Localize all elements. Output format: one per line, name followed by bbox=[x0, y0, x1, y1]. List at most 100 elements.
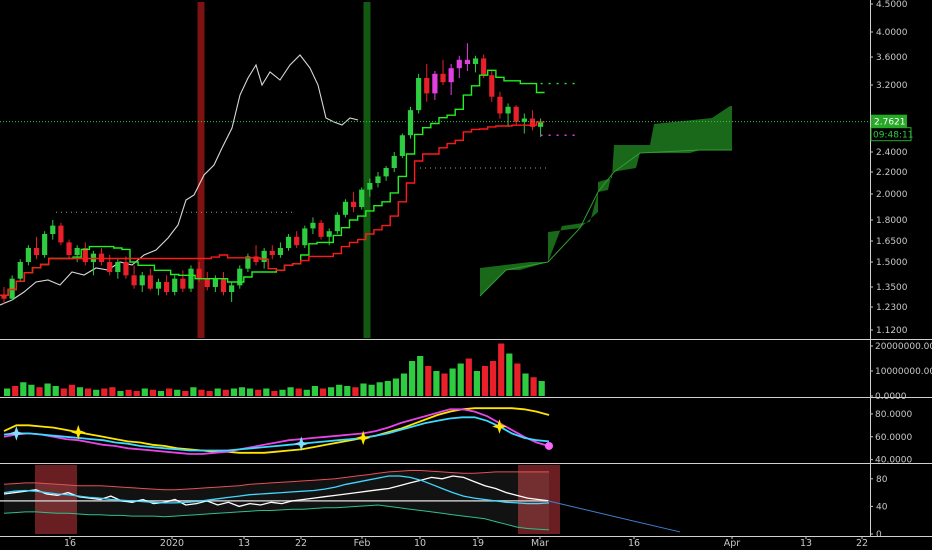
candle-body bbox=[25, 248, 31, 262]
volume-bar bbox=[287, 387, 294, 396]
time-tick-label: Feb bbox=[354, 538, 371, 549]
volume-bar bbox=[498, 343, 505, 396]
candle-body bbox=[326, 231, 332, 237]
countdown-badge bbox=[870, 127, 912, 142]
time-tick-label: 19 bbox=[472, 538, 484, 549]
volume-bar bbox=[222, 389, 229, 396]
bands-line bbox=[3, 504, 550, 531]
volume-bar bbox=[425, 366, 432, 396]
candle-body bbox=[350, 201, 357, 207]
signal-star bbox=[492, 419, 507, 434]
volume-bar bbox=[190, 387, 197, 396]
price-tick-label: 1.8000 bbox=[876, 216, 908, 226]
signal-star bbox=[9, 426, 24, 441]
volume-pane[interactable] bbox=[4, 343, 545, 397]
volume-bar bbox=[473, 371, 480, 396]
candle-body bbox=[285, 236, 292, 248]
volume-bar bbox=[174, 389, 181, 396]
candle-body bbox=[342, 201, 349, 215]
price-tick-label: 4.0000 bbox=[876, 28, 908, 38]
candle-body bbox=[334, 214, 340, 232]
time-axis[interactable]: 16 2020 13 22 Feb 10 19 Mar 16 Apr 13 22 bbox=[64, 536, 868, 549]
candle-body bbox=[269, 250, 275, 255]
volume-bar bbox=[76, 387, 84, 396]
volume-bar bbox=[247, 388, 254, 396]
volume-bar bbox=[60, 388, 67, 396]
volume-bar bbox=[481, 366, 489, 396]
volume-bar bbox=[295, 388, 302, 396]
volume-bar bbox=[303, 389, 310, 396]
candle-body bbox=[1, 295, 7, 299]
candle-body bbox=[367, 183, 373, 190]
price-tick-label: 2.4000 bbox=[876, 148, 908, 158]
oscillator-tick-label: 80.0000 bbox=[875, 410, 912, 420]
volume-tick-label: 0.0000 bbox=[875, 392, 907, 402]
volume-bar bbox=[271, 391, 278, 396]
lagging-span bbox=[0, 54, 359, 306]
oscillator-tick-label: 40.0000 bbox=[875, 456, 912, 466]
volume-tick-label: 10000000.0000 bbox=[875, 367, 932, 377]
oscillator-tick-label: 60.0000 bbox=[875, 433, 912, 443]
last-price-badge bbox=[871, 114, 907, 128]
time-tick-label: 16 bbox=[628, 538, 640, 549]
time-tick-label: Apr bbox=[724, 538, 741, 549]
bands-line bbox=[3, 475, 550, 508]
price-pane[interactable] bbox=[0, 43, 870, 306]
volume-bar bbox=[530, 377, 537, 396]
volume-bar bbox=[336, 384, 343, 396]
candle-body bbox=[196, 268, 202, 279]
candle-body bbox=[58, 225, 64, 243]
volume-bar bbox=[109, 387, 116, 396]
bands-tick-label: 40 bbox=[876, 502, 888, 512]
volume-bar bbox=[93, 389, 100, 396]
price-tick-label: 1.2300 bbox=[876, 303, 908, 313]
bands-pane[interactable] bbox=[0, 470, 681, 533]
volume-bar bbox=[101, 388, 108, 396]
oscillator-pane[interactable] bbox=[3, 407, 553, 455]
price-axis[interactable]: 4.5000 4.0000 3.6000 3.2000 2.4000 2.2000 2.00… bbox=[870, 0, 932, 540]
volume-bar bbox=[279, 389, 286, 396]
price-tick-label: 1.3500 bbox=[876, 283, 908, 293]
bands-line bbox=[3, 475, 550, 505]
volume-bar bbox=[368, 384, 375, 396]
trend-line bbox=[547, 500, 681, 533]
price-tick-label: 1.6500 bbox=[876, 237, 908, 247]
volume-bar bbox=[68, 384, 75, 396]
last-price-label: 2.7621 bbox=[874, 118, 906, 128]
volume-bar bbox=[36, 387, 43, 396]
volume-bar bbox=[117, 391, 124, 396]
candle-body bbox=[375, 176, 381, 183]
oscillator-line bbox=[3, 408, 550, 455]
candle-body bbox=[17, 262, 23, 279]
volume-bar bbox=[400, 373, 408, 396]
candle-body bbox=[472, 58, 479, 64]
candle-body bbox=[497, 96, 503, 114]
signal-star bbox=[355, 430, 371, 446]
candle-body bbox=[505, 106, 511, 114]
volume-bar bbox=[538, 381, 545, 396]
candle-body bbox=[537, 121, 544, 127]
candle-body bbox=[123, 262, 129, 276]
candle-body bbox=[237, 268, 243, 286]
volume-bar bbox=[522, 373, 529, 396]
candle-body bbox=[139, 275, 145, 286]
volume-bar bbox=[44, 383, 51, 396]
candle-body bbox=[277, 248, 284, 255]
price-tick-label: 2.2000 bbox=[876, 168, 908, 178]
price-tick-label: 1.5000 bbox=[876, 258, 908, 268]
candle-body bbox=[245, 256, 251, 269]
vertical-band bbox=[197, 2, 205, 338]
volume-bar bbox=[392, 378, 399, 396]
time-tick-label: 22 bbox=[856, 538, 868, 549]
candle-body bbox=[147, 275, 153, 289]
volume-bar bbox=[141, 388, 148, 396]
volume-bar bbox=[85, 388, 92, 396]
volume-bar bbox=[20, 382, 27, 396]
candle-body bbox=[229, 285, 235, 292]
volume-bar bbox=[255, 389, 262, 396]
candle-body bbox=[464, 59, 471, 64]
candle-body bbox=[180, 278, 186, 289]
volume-bar bbox=[449, 368, 456, 396]
